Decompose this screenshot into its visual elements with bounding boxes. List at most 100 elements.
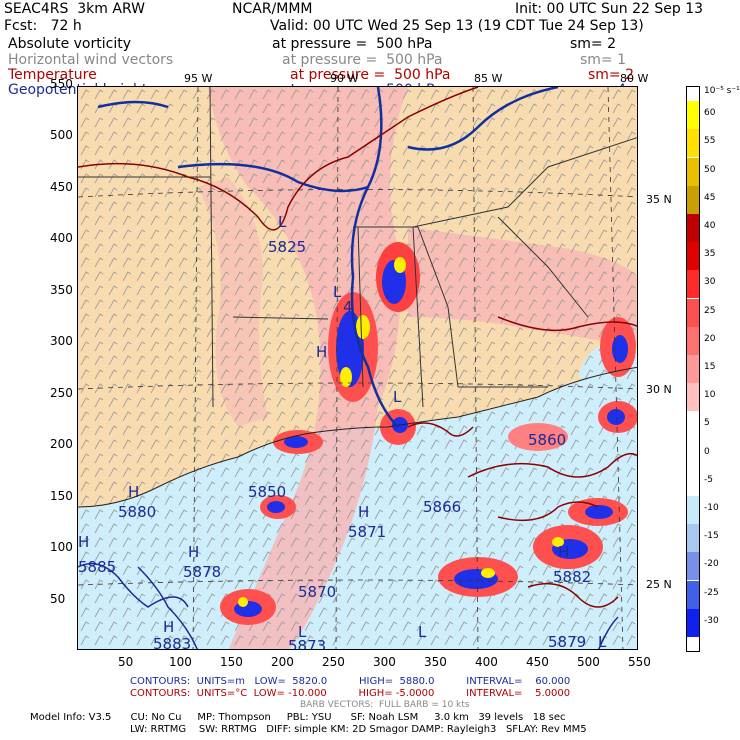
lat-label-35n: 35 N bbox=[646, 193, 672, 206]
svg-text:L: L bbox=[598, 633, 607, 650]
colorbar-segment bbox=[687, 326, 699, 355]
lat-label-30n: 30 N bbox=[646, 383, 672, 396]
lon-label-95w: 95 W bbox=[184, 72, 213, 85]
y-tick-label: 250 bbox=[50, 385, 73, 400]
colorbar-segment bbox=[687, 129, 699, 158]
colorbar-segment bbox=[687, 439, 699, 468]
svg-text:H: H bbox=[78, 533, 89, 551]
x-tick-label: 300 bbox=[373, 655, 396, 669]
svg-text:H: H bbox=[128, 483, 139, 501]
state-boundaries bbox=[78, 87, 637, 408]
y-tick-label: 450 bbox=[50, 179, 73, 194]
colorbar-segment bbox=[687, 213, 699, 243]
field-temp-name: Temperature bbox=[8, 67, 97, 83]
init-time: Init: 00 UTC Sun 22 Sep 13 bbox=[515, 1, 704, 17]
svg-text:5879: 5879 bbox=[548, 633, 586, 650]
colorbar-label: 0 bbox=[704, 446, 710, 457]
svg-text:5873: 5873 bbox=[288, 637, 326, 650]
colorbar-label: 55 bbox=[704, 136, 716, 147]
forecast-hour: Fcst: 72 h bbox=[4, 18, 82, 34]
svg-text:L: L bbox=[333, 283, 342, 301]
colorbar-label: -30 bbox=[704, 615, 719, 626]
x-tick-label: 100 bbox=[169, 655, 192, 669]
svg-text:5866: 5866 bbox=[423, 498, 461, 516]
colorbar-label: -10 bbox=[704, 503, 719, 513]
colorbar-segment bbox=[687, 354, 699, 384]
colorbar-segment bbox=[687, 242, 699, 271]
x-tick-label: 150 bbox=[220, 655, 243, 669]
colorbar-segment bbox=[687, 552, 699, 581]
colorbar-label: 45 bbox=[704, 192, 716, 203]
colorbar-segment bbox=[687, 157, 699, 186]
y-tick-label: 350 bbox=[50, 282, 73, 297]
colorbar-segment bbox=[687, 580, 699, 609]
svg-text:5878: 5878 bbox=[183, 563, 221, 581]
colorbar-unit: 10⁻⁵ s⁻¹ bbox=[704, 86, 740, 96]
x-tick-label: 400 bbox=[475, 655, 498, 669]
lat-label-25n: 25 N bbox=[646, 578, 672, 591]
coastline bbox=[78, 366, 637, 508]
colorbar-segment bbox=[687, 185, 699, 214]
contours-height-info: CONTOURS: UNITS=m LOW= 5820.0 HIGH= 5880… bbox=[130, 676, 571, 687]
contours-temp-info: CONTOURS: UNITS=°C LOW= -10.000 HIGH= -5… bbox=[130, 688, 571, 699]
weather-map[interactable]: L 5825 H 5880 H 5885 H 5878 H 5871 5866 5870 … bbox=[77, 86, 638, 650]
colorbar-segment bbox=[687, 383, 699, 412]
field-temp-sm: sm= 2 bbox=[588, 67, 635, 83]
y-tick-label: 50 bbox=[50, 591, 66, 606]
y-tick-label: 100 bbox=[50, 540, 73, 554]
colorbar-label: 40 bbox=[704, 221, 716, 231]
colorbar bbox=[686, 86, 700, 652]
lon-label-85w: 85 W bbox=[474, 72, 503, 85]
colorbar-segment bbox=[687, 524, 699, 553]
colorbar-label: 60 bbox=[704, 108, 716, 119]
colorbar-segment bbox=[687, 411, 699, 440]
lon-label-80w: 80 W bbox=[620, 72, 649, 85]
svg-text:L: L bbox=[298, 623, 307, 641]
colorbar-label: 15 bbox=[704, 362, 716, 372]
svg-text:5860: 5860 bbox=[528, 431, 566, 449]
x-tick-label: 50 bbox=[118, 655, 134, 669]
org-label: NCAR/MMM bbox=[232, 1, 313, 17]
x-tick-label: 250 bbox=[322, 655, 345, 669]
field-vorticity-sm: sm= 2 bbox=[570, 36, 617, 52]
svg-text:L: L bbox=[278, 213, 287, 231]
temperature-contours bbox=[78, 87, 637, 608]
colorbar-label: -20 bbox=[704, 559, 719, 570]
svg-text:L: L bbox=[393, 388, 402, 406]
x-tick-label: 200 bbox=[271, 655, 294, 669]
x-tick-label: 550 bbox=[628, 655, 651, 669]
rivers bbox=[97, 87, 559, 428]
svg-text:H: H bbox=[558, 543, 569, 561]
field-vorticity-level: at pressure = 500 hPa bbox=[272, 36, 433, 52]
colorbar-label: -15 bbox=[704, 531, 719, 542]
svg-text:H: H bbox=[163, 618, 174, 636]
vorticity-cells bbox=[220, 242, 637, 625]
svg-text:L: L bbox=[418, 623, 427, 641]
svg-text:5871: 5871 bbox=[348, 523, 386, 541]
colorbar-segment bbox=[687, 101, 699, 130]
x-tick-label: 350 bbox=[424, 655, 447, 669]
y-tick-label: 500 bbox=[50, 128, 73, 142]
svg-text:H: H bbox=[188, 543, 199, 561]
colorbar-label: -5 bbox=[704, 474, 713, 485]
colorbar-segment bbox=[687, 270, 699, 299]
svg-text:5880: 5880 bbox=[118, 503, 156, 521]
height-contours bbox=[78, 562, 619, 649]
barb-info: BARB VECTORS: FULL BARB = 10 kts bbox=[300, 700, 470, 710]
svg-text:5882: 5882 bbox=[553, 568, 591, 586]
colorbar-label: 35 bbox=[704, 249, 716, 260]
colorbar-label: 25 bbox=[704, 305, 716, 316]
colorbar-label: 5 bbox=[704, 418, 710, 429]
valid-time: Valid: 00 UTC Wed 25 Sep 13 (19 CDT Tue … bbox=[270, 18, 644, 34]
field-wind-level: at pressure = 500 hPa bbox=[282, 52, 443, 68]
colorbar-segment bbox=[687, 495, 699, 525]
y-tick-label: 400 bbox=[50, 231, 73, 245]
model-info-line1: Model Info: V3.5 CU: No Cu MP: Thompson … bbox=[30, 712, 566, 723]
field-vorticity-name: Absolute vorticity bbox=[8, 36, 131, 52]
model-info-line2: LW: RRTMG SW: RRTMG DIFF: simple KM: 2D … bbox=[130, 724, 587, 735]
y-tick-label: 550 bbox=[50, 76, 73, 91]
colorbar-label: 50 bbox=[704, 164, 716, 175]
colorbar-label: 20 bbox=[704, 333, 716, 344]
lat-lon-grid bbox=[78, 87, 637, 649]
